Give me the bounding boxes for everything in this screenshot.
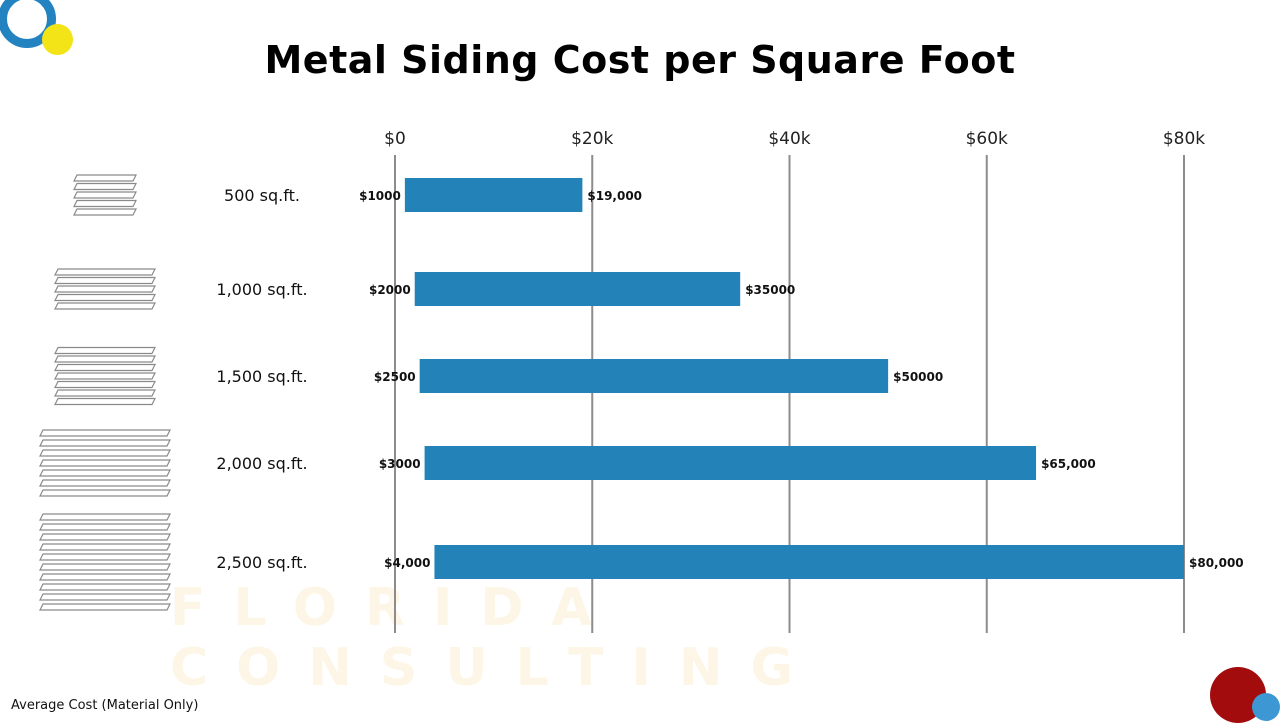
bar: [419, 359, 889, 393]
siding-slat: [39, 439, 171, 447]
siding-slat: [73, 199, 137, 208]
siding-slat: [39, 563, 171, 571]
logo-dot-icon: [42, 24, 73, 55]
siding-slat: [54, 380, 156, 389]
siding-slat: [39, 523, 171, 531]
low-value-label: $1000: [359, 189, 401, 203]
x-tick-label: $0: [384, 129, 406, 149]
category-label: 1,000 sq.ft.: [216, 280, 307, 299]
siding-slat: [39, 593, 171, 601]
siding-panels-icon: [54, 268, 156, 310]
x-tick-label: $40k: [768, 129, 810, 149]
siding-slat: [39, 533, 171, 541]
bar: [404, 178, 583, 212]
siding-slat: [39, 459, 171, 467]
siding-slat: [54, 355, 156, 363]
siding-slat: [39, 489, 171, 497]
siding-slat: [54, 302, 156, 310]
siding-slat: [39, 543, 171, 551]
low-value-label: $2500: [374, 370, 416, 384]
siding-slat: [39, 583, 171, 591]
siding-panels-icon: [73, 174, 137, 216]
high-value-label: $65,000: [1041, 457, 1096, 471]
siding-slat: [54, 363, 156, 372]
siding-slat: [73, 174, 137, 182]
siding-slat: [54, 268, 156, 276]
high-value-label: $35000: [745, 283, 795, 297]
siding-slat: [39, 469, 171, 477]
chart-title: Metal Siding Cost per Square Foot: [264, 38, 1016, 82]
siding-slat: [39, 573, 171, 581]
high-value-label: $80,000: [1189, 556, 1244, 570]
bar: [424, 446, 1037, 480]
siding-slat: [39, 479, 171, 487]
siding-slat: [54, 346, 156, 355]
footnote: Average Cost (Material Only): [11, 698, 199, 713]
siding-slat: [73, 182, 137, 191]
x-tick-label: $20k: [571, 129, 613, 149]
siding-slat: [73, 208, 137, 216]
x-tick-label: $60k: [966, 129, 1008, 149]
siding-slat: [73, 191, 137, 199]
high-value-label: $50000: [893, 370, 943, 384]
high-value-label: $19,000: [587, 189, 642, 203]
category-label: 1,500 sq.ft.: [216, 367, 307, 386]
siding-panels-icon: [39, 429, 171, 497]
category-label: 2,000 sq.ft.: [216, 454, 307, 473]
x-tick-label: $80k: [1163, 129, 1205, 149]
siding-slat: [39, 553, 171, 561]
siding-slat: [54, 285, 156, 293]
siding-slat: [39, 429, 171, 437]
low-value-label: $2000: [369, 283, 411, 297]
siding-slat: [54, 397, 156, 406]
watermark: FLORIDA CONSULTING: [170, 578, 822, 698]
siding-slat: [39, 603, 171, 611]
bar: [434, 545, 1184, 579]
siding-panels-icon: [54, 346, 156, 406]
bar: [414, 272, 741, 306]
siding-slat: [54, 293, 156, 302]
siding-slat: [39, 513, 171, 521]
corner-blue-circle: [1252, 693, 1280, 721]
category-label: 500 sq.ft.: [224, 186, 300, 205]
low-value-label: $4,000: [384, 556, 430, 570]
siding-slat: [54, 276, 156, 285]
siding-slat: [39, 449, 171, 457]
low-value-label: $3000: [379, 457, 421, 471]
siding-panels-icon: [39, 513, 171, 611]
siding-slat: [54, 372, 156, 380]
siding-slat: [54, 389, 156, 397]
category-label: 2,500 sq.ft.: [216, 553, 307, 572]
